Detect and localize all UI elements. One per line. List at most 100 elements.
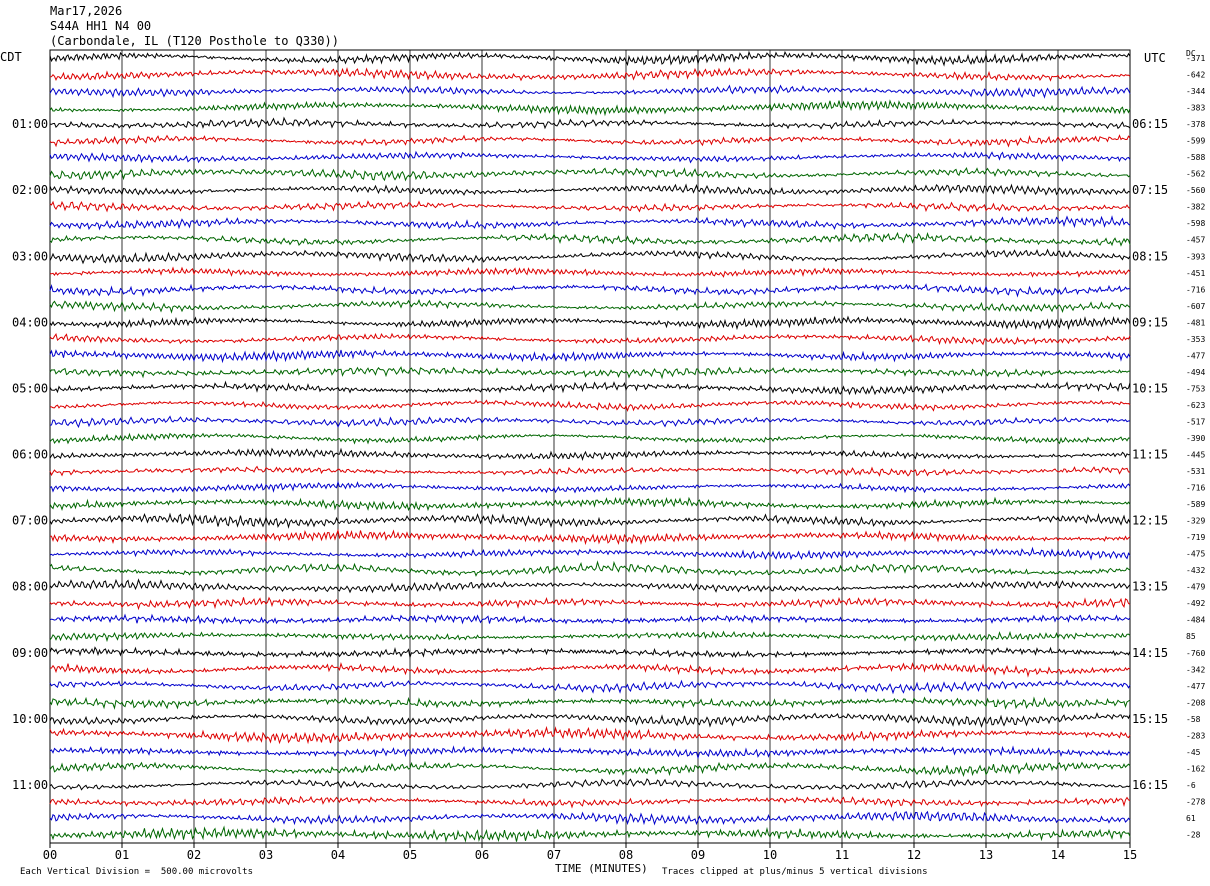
utc-hour-label: 09:15: [1132, 315, 1168, 329]
seismic-trace: [49, 84, 1131, 99]
seismic-trace: [49, 646, 1131, 659]
dc-offset-label: -475: [1186, 550, 1205, 559]
dc-offset-label: -562: [1186, 170, 1205, 179]
utc-hour-label: 13:15: [1132, 580, 1168, 594]
dc-offset-label: -477: [1186, 351, 1205, 360]
seismic-trace: [49, 578, 1131, 594]
seismic-trace: [49, 447, 1131, 461]
scale-note: Each Vertical Division = 500.00 microvol…: [20, 867, 253, 877]
x-tick-label: 03: [259, 848, 273, 862]
seismic-trace: [49, 745, 1131, 760]
dc-offset-label: -760: [1186, 649, 1205, 658]
dc-offset-label: -484: [1186, 616, 1205, 625]
dc-offset-label: 85: [1186, 632, 1196, 641]
dc-offset-label: -451: [1186, 269, 1205, 278]
cdt-hour-label: 01:00: [12, 117, 48, 131]
dc-offset-label: -45: [1186, 748, 1201, 757]
seismic-trace: [49, 661, 1131, 678]
seismic-trace: [49, 596, 1131, 611]
utc-hour-label: 07:15: [1132, 183, 1168, 197]
seismic-trace: [49, 725, 1131, 745]
x-tick-label: 06: [475, 848, 489, 862]
seismic-trace: [49, 415, 1131, 429]
seismic-trace: [49, 283, 1131, 298]
dc-offset-label: -479: [1186, 583, 1205, 592]
dc-offset-label: -378: [1186, 120, 1205, 129]
dc-offset-label: -383: [1186, 104, 1205, 113]
x-tick-label: 00: [43, 848, 57, 862]
seismic-trace: [49, 134, 1131, 148]
dc-offset-label: -382: [1186, 203, 1205, 212]
dc-offset-label: -28: [1186, 830, 1201, 839]
x-tick-label: 04: [331, 848, 345, 862]
seismic-trace: [49, 183, 1131, 196]
x-tick-label: 10: [763, 848, 777, 862]
utc-hour-label: 14:15: [1132, 646, 1168, 660]
seismic-trace: [49, 99, 1131, 117]
dc-offset-label: -329: [1186, 517, 1205, 526]
seismic-trace: [49, 760, 1131, 778]
x-tick-label: 01: [115, 848, 129, 862]
seismic-trace: [49, 778, 1131, 791]
seismic-trace: [49, 810, 1131, 826]
dc-offset-label: -753: [1186, 384, 1205, 393]
cdt-hour-label: 03:00: [12, 249, 48, 263]
seismic-trace: [49, 150, 1131, 164]
seismic-trace: [49, 496, 1131, 512]
cdt-hour-label: 04:00: [12, 315, 48, 329]
seismic-trace: [49, 315, 1131, 331]
x-tick-label: 11: [835, 848, 849, 862]
seismic-trace: [49, 248, 1131, 265]
utc-axis-label: UTC: [1144, 51, 1166, 65]
x-tick-label: 12: [907, 848, 921, 862]
utc-hour-label: 15:15: [1132, 712, 1168, 726]
seismic-trace: [49, 380, 1131, 396]
dc-offset-label: 61: [1186, 814, 1196, 823]
x-tick-label: 05: [403, 848, 417, 862]
cdt-hour-label: 05:00: [12, 381, 48, 395]
chart-date: Mar17,2026: [50, 4, 123, 18]
utc-hour-label: 08:15: [1132, 249, 1168, 263]
utc-hour-label: 12:15: [1132, 514, 1168, 528]
seismic-trace: [49, 696, 1131, 710]
dc-offset-label: -432: [1186, 566, 1205, 575]
dc-offset-label: -560: [1186, 186, 1205, 195]
dc-offset-label: -457: [1186, 236, 1205, 245]
x-tick-label: 14: [1051, 848, 1065, 862]
dc-offset-label: -162: [1186, 764, 1205, 773]
x-tick-label: 13: [979, 848, 993, 862]
dc-offset-label: -342: [1186, 665, 1205, 674]
dc-offset-label: -278: [1186, 797, 1205, 806]
dc-offset-label: -393: [1186, 252, 1205, 261]
utc-hour-label: 10:15: [1132, 381, 1168, 395]
cdt-hour-label: 10:00: [12, 712, 48, 726]
seismic-trace: [49, 613, 1131, 625]
seismic-trace: [49, 480, 1131, 494]
dc-offset-label: -481: [1186, 318, 1205, 327]
dc-offset-label: -716: [1186, 484, 1205, 493]
seismic-trace: [49, 795, 1131, 809]
dc-offset-label: -390: [1186, 434, 1205, 443]
x-tick-label: 09: [691, 848, 705, 862]
seismic-trace: [49, 712, 1131, 728]
dc-offset-label: -283: [1186, 731, 1205, 740]
dc-offset-label: -477: [1186, 682, 1205, 691]
cdt-hour-label: 09:00: [12, 646, 48, 660]
seismic-trace: [49, 546, 1131, 561]
dc-offset-label: -598: [1186, 219, 1205, 228]
dc-offset-label: -599: [1186, 137, 1205, 146]
seismic-trace: [49, 560, 1131, 577]
dc-offset-label: -623: [1186, 401, 1205, 410]
seismic-trace: [49, 200, 1131, 213]
utc-hour-label: 11:15: [1132, 448, 1168, 462]
dc-offset-label: -58: [1186, 715, 1201, 724]
dc-offset-label: -353: [1186, 335, 1205, 344]
cdt-hour-label: 07:00: [12, 514, 48, 528]
seismic-trace: [49, 349, 1131, 364]
dc-offset-label: -492: [1186, 599, 1205, 608]
seismic-trace: [49, 50, 1131, 67]
cdt-hour-label: 02:00: [12, 183, 48, 197]
seismic-trace: [49, 167, 1131, 182]
plot-frame: [49, 49, 1131, 844]
